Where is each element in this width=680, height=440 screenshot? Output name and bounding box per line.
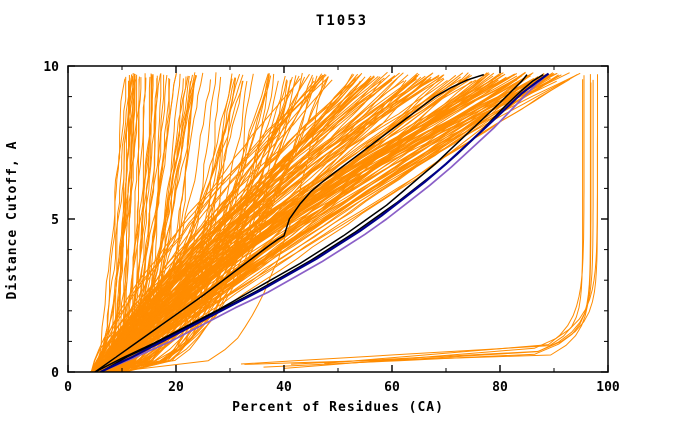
model-curve (92, 72, 464, 372)
model-curve (93, 74, 409, 372)
x-tick-label: 0 (64, 380, 72, 395)
model-curve (263, 74, 591, 368)
model-curve (94, 78, 328, 372)
model-curve (107, 80, 129, 372)
model-curve (95, 73, 326, 372)
model-curve (106, 77, 541, 372)
model-curve (90, 78, 301, 372)
model-curve (117, 73, 557, 372)
model-curve (104, 75, 523, 372)
x-tick-label: 100 (596, 380, 620, 395)
model-curve (115, 77, 535, 372)
model-curve (99, 76, 529, 372)
x-tick-label: 80 (492, 380, 508, 395)
y-tick-label: 0 (51, 366, 59, 381)
x-tick-label: 20 (168, 380, 184, 395)
model-curve (90, 78, 126, 372)
model-curve (117, 78, 462, 372)
model-curve (110, 79, 364, 372)
model-curve (115, 77, 385, 372)
model-curve (94, 74, 323, 372)
model-curve (91, 72, 363, 372)
model-curve (92, 76, 140, 372)
frame-layer (67, 65, 609, 373)
model-curve (283, 76, 598, 369)
labels-layer: T1053 Percent of Residues (CA) Distance … (5, 13, 620, 415)
model-curve (97, 76, 127, 372)
model-curve (99, 79, 540, 372)
model-curve (124, 76, 222, 372)
model-curve (89, 75, 552, 372)
model-curve (103, 80, 414, 372)
model-curve (119, 72, 469, 372)
x-tick-label: 60 (384, 380, 400, 395)
model-curve (91, 75, 396, 372)
x-tick-label: 40 (276, 380, 292, 395)
model-curve (103, 74, 324, 372)
model-curve (94, 74, 528, 372)
model-curve (93, 79, 333, 372)
model-curve (104, 78, 427, 372)
curves-layer (89, 71, 598, 372)
chart-title: T1053 (316, 13, 368, 29)
model-curve (97, 74, 327, 372)
model-curve (113, 76, 375, 372)
model-curve (240, 79, 584, 365)
model-curve (119, 79, 504, 372)
y-tick-label: 5 (51, 213, 59, 228)
x-axis-label: Percent of Residues (CA) (232, 400, 444, 415)
model-curve (118, 78, 517, 372)
model-curve (113, 76, 422, 372)
model-curve (94, 73, 485, 372)
model-curve (99, 72, 550, 372)
y-tick-label: 10 (43, 60, 59, 75)
model-curve (102, 72, 490, 372)
model-curve (324, 75, 585, 364)
y-axis-label: Distance Cutoff, A (5, 141, 20, 300)
model-curve (105, 73, 134, 372)
model-curve (97, 79, 357, 372)
model-curve (100, 77, 544, 372)
model-curve (95, 77, 473, 372)
model-curve (112, 72, 526, 372)
